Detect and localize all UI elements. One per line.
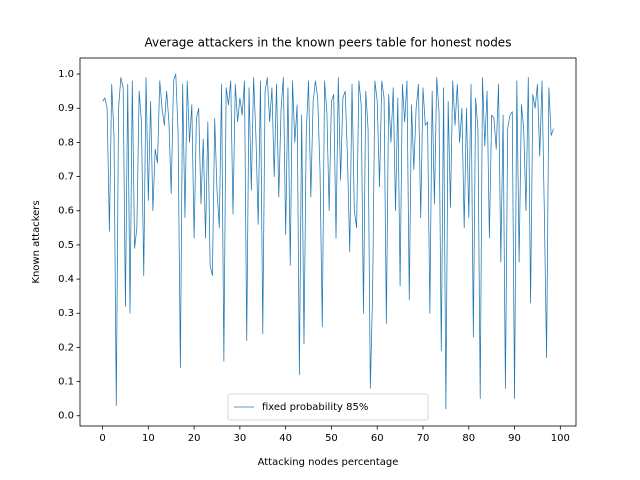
x-tick-label: 80: [462, 433, 475, 444]
y-tick-label: 0.0: [58, 411, 74, 422]
y-tick-label: 0.2: [58, 342, 74, 353]
x-tick-label: 20: [188, 433, 201, 444]
y-tick-label: 0.1: [58, 377, 74, 388]
y-tick-label: 0.9: [58, 103, 74, 114]
x-tick-label: 40: [279, 433, 292, 444]
y-tick-label: 0.6: [58, 206, 74, 217]
y-axis-label: Known attackers: [31, 200, 42, 283]
x-tick-label: 30: [234, 433, 247, 444]
x-tick-label: 60: [371, 433, 384, 444]
legend-label: fixed probability 85%: [262, 402, 368, 413]
plot-frame: [79, 57, 577, 427]
x-tick-label: 90: [508, 433, 521, 444]
y-tick-label: 0.3: [58, 308, 74, 319]
data-line: [102, 73, 554, 410]
y-tick-label: 0.8: [58, 137, 74, 148]
x-tick-label: 50: [325, 433, 338, 444]
x-tick-label: 0: [99, 433, 105, 444]
y-tick-label: 0.5: [58, 240, 74, 251]
x-tick-label: 70: [417, 433, 430, 444]
x-tick-label: 100: [551, 433, 570, 444]
y-tick-label: 0.7: [58, 172, 74, 183]
legend-box: [227, 393, 429, 421]
chart-title: Average attackers in the known peers tab…: [145, 36, 512, 50]
x-axis-label: Attacking nodes percentage: [258, 457, 399, 468]
x-tick-label: 10: [142, 433, 155, 444]
y-tick-label: 1.0: [58, 69, 74, 80]
y-tick-label: 0.4: [58, 274, 74, 285]
